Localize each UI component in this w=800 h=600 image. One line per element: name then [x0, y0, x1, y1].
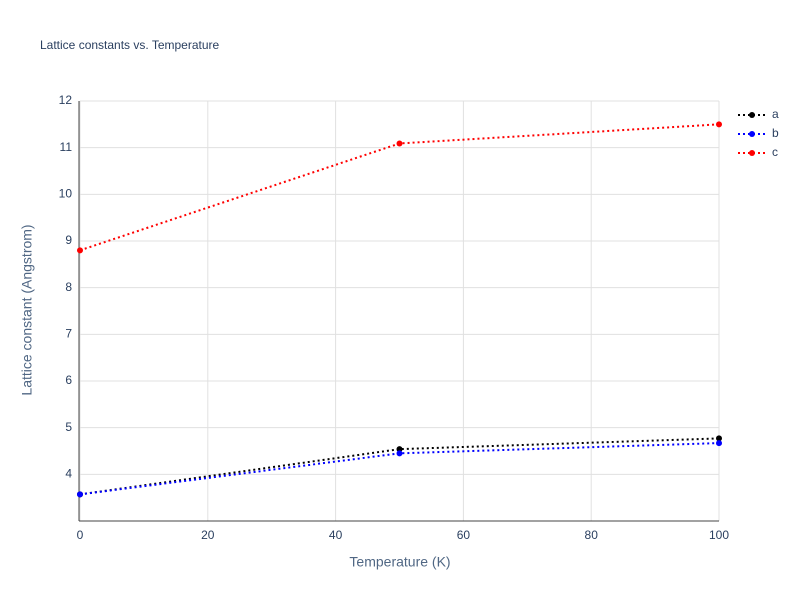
x-tick-label: 0: [77, 528, 84, 542]
data-point: [396, 450, 403, 457]
legend-marker: [749, 112, 755, 118]
y-tick-label: 4: [65, 467, 72, 481]
legend-marker: [749, 150, 755, 156]
legend-label: a: [772, 107, 779, 121]
data-point: [396, 140, 403, 147]
data-point: [77, 491, 83, 498]
x-tick-label: 60: [457, 528, 471, 542]
data-point: [716, 440, 722, 447]
data-point: [77, 247, 83, 254]
x-tick-label: 20: [201, 528, 215, 542]
y-tick-label: 7: [65, 327, 72, 341]
y-tick-label: 12: [59, 93, 73, 107]
x-tick-label: 100: [709, 528, 729, 542]
x-tick-label: 40: [329, 528, 343, 542]
series-line: [79, 442, 720, 496]
y-tick-label: 8: [65, 280, 72, 294]
data-point: [396, 446, 403, 453]
y-tick-label: 11: [60, 140, 73, 154]
legend-label: b: [772, 126, 779, 140]
y-tick-label: 6: [65, 373, 72, 387]
data-point: [716, 435, 722, 442]
chart-title: Lattice constants vs. Temperature: [40, 38, 220, 52]
y-axis-title: Lattice constant (Angstrom): [19, 224, 35, 395]
y-tick-label: 9: [65, 233, 72, 247]
grid-layer: [79, 100, 720, 521]
x-axis-title: Temperature (K): [349, 554, 450, 570]
series-line: [79, 437, 720, 496]
data-point: [716, 121, 722, 128]
legend-marker: [749, 131, 755, 137]
legend-label: c: [772, 145, 778, 159]
y-tick-label: 10: [59, 187, 73, 201]
x-tick-label: 80: [585, 528, 599, 542]
y-tick-label: 5: [65, 420, 72, 434]
